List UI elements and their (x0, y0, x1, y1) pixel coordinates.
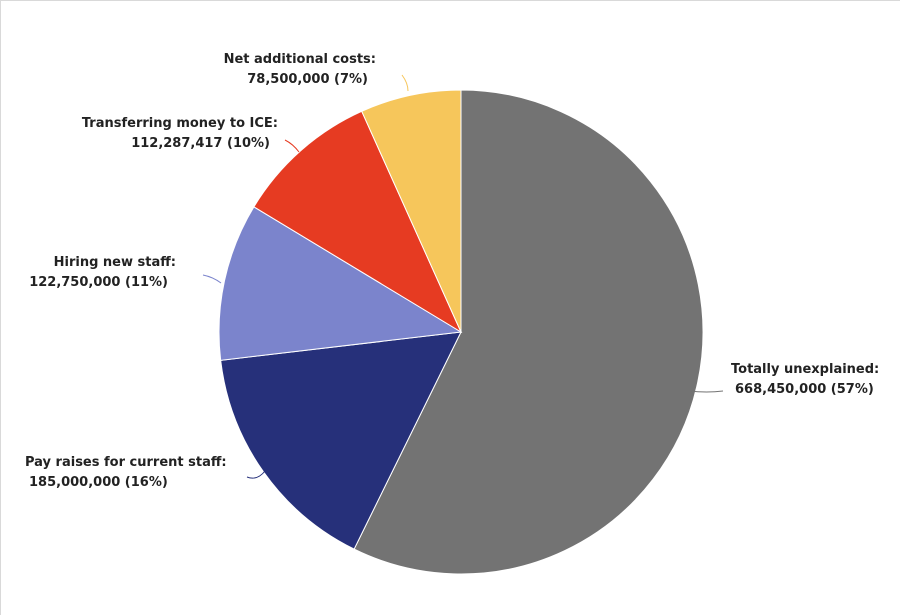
label-connector (401, 74, 409, 92)
slice-value-label: 112,287,417 (10%) (131, 136, 270, 151)
label-connector (246, 470, 266, 479)
slice-label: Hiring new staff: (54, 255, 176, 270)
label-connector (202, 274, 222, 284)
pie-slice[interactable] (361, 89, 462, 333)
slice-label: Transferring money to ICE: (82, 116, 278, 131)
slice-value-label: 185,000,000 (16%) (29, 475, 168, 490)
pie-slice[interactable] (353, 89, 704, 575)
pie-slice[interactable] (253, 110, 463, 334)
pie-slice[interactable] (218, 206, 463, 361)
label-connector (284, 139, 300, 153)
slice-value-label: 668,450,000 (57%) (735, 382, 874, 397)
slice-label: Pay raises for current staff: (25, 455, 227, 470)
slice-label: Totally unexplained: (731, 362, 879, 377)
slice-label: Net additional costs: (224, 52, 376, 67)
pie-slice[interactable] (220, 331, 462, 550)
slice-value-label: 78,500,000 (7%) (247, 72, 368, 87)
slice-value-label: 122,750,000 (11%) (29, 275, 168, 290)
label-connector (688, 390, 724, 393)
